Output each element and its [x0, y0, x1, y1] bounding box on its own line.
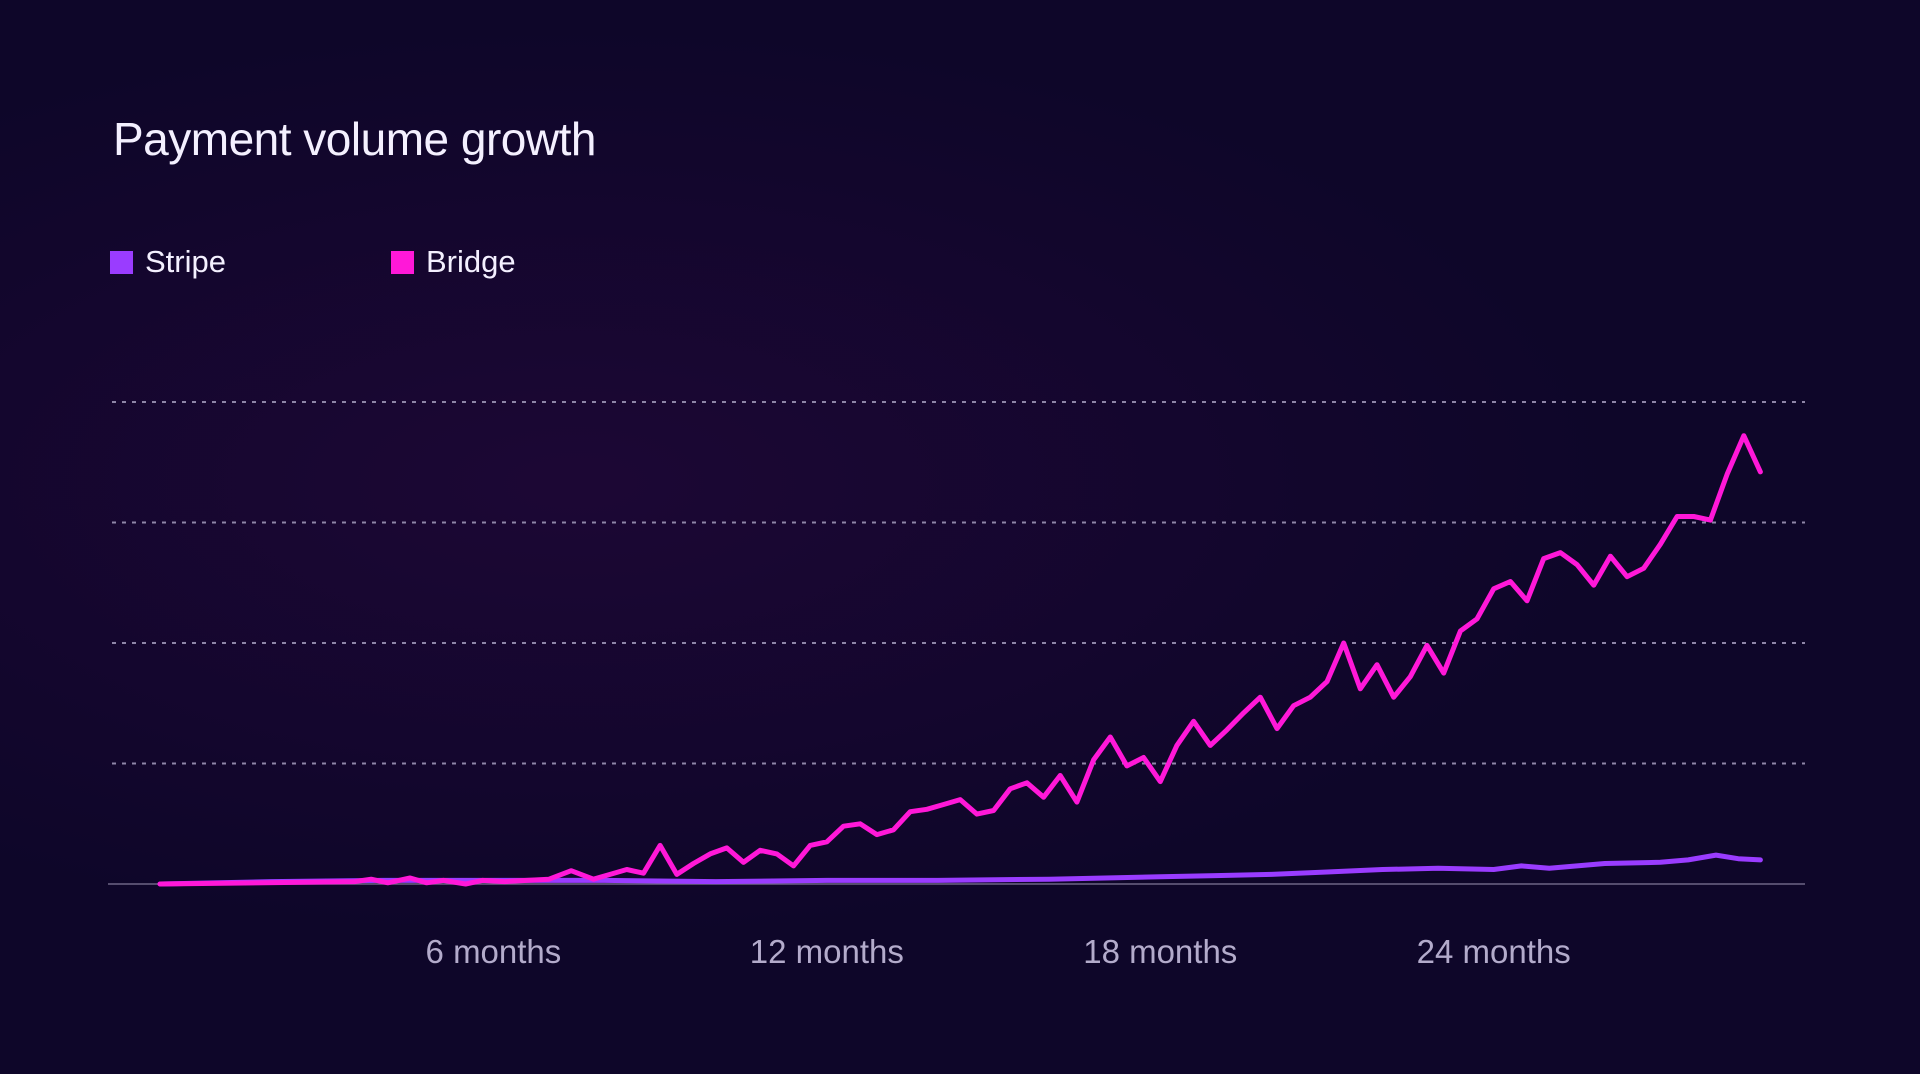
gridlines — [112, 401, 1805, 765]
legend-item-stripe: Stripe — [110, 244, 226, 280]
legend-label-stripe: Stripe — [145, 244, 226, 279]
legend-swatch-bridge — [390, 250, 414, 274]
series-line-bridge — [157, 433, 1763, 887]
legend-label-bridge: Bridge — [425, 244, 516, 279]
x-tick-label: 18 months — [1083, 933, 1237, 970]
chart-title: Payment volume growth — [113, 113, 596, 165]
x-axis-ticks: 6 months 12 months 18 months 24 months — [426, 933, 1571, 970]
x-tick-label: 6 months — [426, 933, 562, 970]
legend: Stripe Bridge — [110, 244, 516, 280]
legend-item-bridge: Bridge — [390, 244, 516, 280]
legend-swatch-stripe — [110, 250, 133, 274]
x-tick-label: 24 months — [1417, 933, 1571, 970]
series-line-stripe — [157, 852, 1763, 887]
x-tick-label: 12 months — [750, 933, 904, 970]
series-layer — [157, 433, 1763, 887]
